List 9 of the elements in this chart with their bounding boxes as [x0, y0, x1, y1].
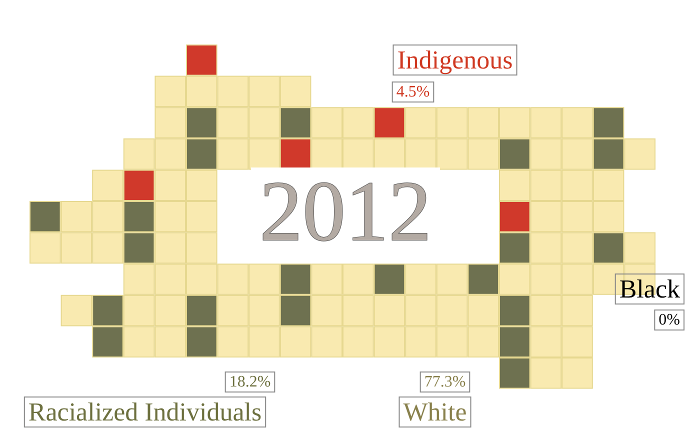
- data-label: 77.3%: [424, 374, 466, 390]
- category-label: Indigenous: [397, 46, 513, 74]
- category-label: Black: [619, 274, 680, 304]
- category-label: Racialized Individuals: [28, 398, 262, 426]
- text: 2012: [260, 163, 432, 259]
- data-label: 18.2%: [229, 374, 271, 390]
- category-label: White: [403, 398, 467, 426]
- data-label: 4.5%: [396, 84, 430, 100]
- data-label: 0%: [658, 312, 680, 328]
